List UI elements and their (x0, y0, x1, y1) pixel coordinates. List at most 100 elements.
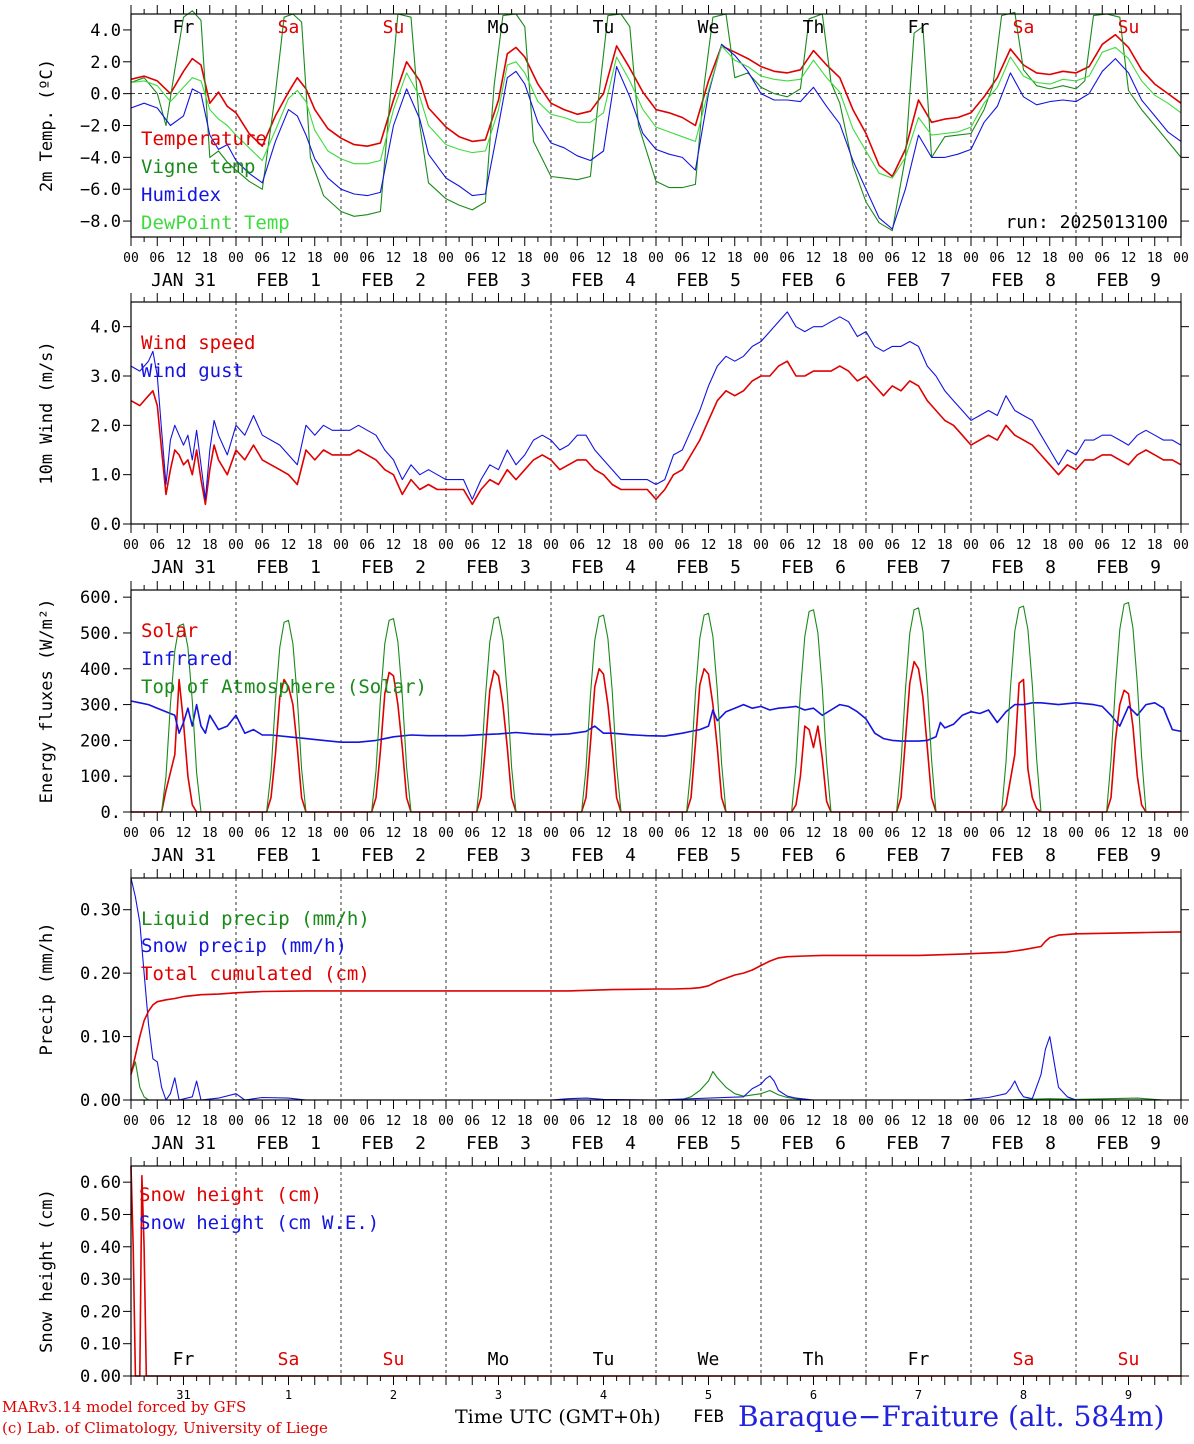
day-name-bottom: Fr (173, 1349, 195, 1370)
y-tick-label: 3.0 (90, 367, 121, 387)
date-label: FEB 2 (361, 270, 426, 291)
date-label: FEB 4 (571, 270, 636, 291)
hour-tick-label: 18 (937, 251, 953, 266)
hour-tick-label: 12 (596, 826, 612, 841)
hour-tick-label: 00 (858, 251, 874, 266)
series-line-red (130, 360, 1182, 506)
hour-tick-label: 06 (359, 251, 375, 266)
day-name: Fr (173, 17, 195, 38)
hour-tick-label: 00 (648, 251, 664, 266)
legend-entry: Wind gust (141, 360, 244, 382)
hour-tick-label: 00 (648, 826, 664, 841)
hour-tick-label: 18 (832, 251, 848, 266)
hour-tick-label: 12 (386, 826, 402, 841)
date-label: FEB 5 (676, 1133, 741, 1154)
hour-tick-label: 00 (963, 1114, 979, 1129)
hour-tick-label: 00 (123, 251, 139, 266)
hour-tick-label: 00 (543, 826, 559, 841)
hour-tick-label: 18 (622, 251, 638, 266)
hour-tick-label: 18 (412, 1114, 428, 1129)
legend-entry: Snow height (cm) (139, 1184, 322, 1206)
y-axis-title: 10m Wind (m/s) (37, 341, 57, 484)
day-name: Tu (593, 17, 615, 38)
hour-tick-label: 06 (569, 1114, 585, 1129)
hour-tick-label: 12 (281, 251, 297, 266)
hour-tick-label: 06 (359, 538, 375, 553)
y-tick-label: 0.20 (80, 964, 121, 984)
hour-tick-label: 12 (386, 251, 402, 266)
hour-tick-label: 12 (176, 1114, 192, 1129)
hour-tick-label: 06 (464, 251, 480, 266)
hour-tick-label: 00 (438, 251, 454, 266)
hour-tick-label: 18 (202, 1114, 218, 1129)
hour-tick-label: 12 (806, 251, 822, 266)
hour-tick-label: 18 (937, 826, 953, 841)
day-name: Sa (1013, 17, 1035, 38)
date-label: JAN 31 (151, 557, 216, 578)
date-label: FEB 6 (781, 270, 846, 291)
day-name-bottom: Sa (1013, 1349, 1035, 1370)
day-name: Mo (488, 17, 510, 38)
hour-tick-label: 12 (1016, 826, 1032, 841)
hour-tick-label: 00 (753, 538, 769, 553)
hour-tick-label: 00 (1173, 826, 1189, 841)
y-tick-label: −4.0 (80, 148, 121, 168)
hour-tick-label: 12 (1016, 538, 1032, 553)
date-label: FEB 7 (886, 845, 951, 866)
hour-tick-label: 18 (202, 251, 218, 266)
hour-tick-label: 12 (176, 826, 192, 841)
hour-tick-label: 18 (622, 1114, 638, 1129)
date-label: FEB 5 (676, 557, 741, 578)
plot-frame (130, 13, 1182, 238)
hour-tick-label: 00 (228, 538, 244, 553)
x-axis-title: Time UTC (GMT+0h) (455, 1406, 661, 1428)
y-tick-label: 1.0 (90, 466, 121, 486)
hour-tick-label: 06 (779, 826, 795, 841)
day-number-label: 6 (810, 1388, 817, 1402)
day-number-label: 9 (1125, 1388, 1132, 1402)
date-label: FEB 8 (991, 270, 1056, 291)
date-label: FEB 2 (361, 1133, 426, 1154)
hour-tick-label: 18 (202, 826, 218, 841)
day-number-label: 3 (495, 1388, 502, 1402)
hour-tick-label: 18 (412, 251, 428, 266)
y-tick-label: 0.10 (80, 1028, 121, 1048)
date-label: FEB 1 (256, 557, 321, 578)
hour-tick-label: 06 (1094, 251, 1110, 266)
y-tick-label: 0.0 (90, 85, 121, 105)
hour-tick-label: 00 (123, 1114, 139, 1129)
legend-entry: Infrared (141, 648, 233, 670)
day-name: We (698, 17, 720, 38)
hour-tick-label: 00 (228, 826, 244, 841)
hour-tick-label: 00 (963, 251, 979, 266)
y-tick-label: 2.0 (90, 53, 121, 73)
y-tick-label: 0.30 (80, 1270, 121, 1290)
hour-tick-label: 12 (806, 538, 822, 553)
station-name: Baraque−Fraiture (alt. 584m) (738, 1400, 1165, 1433)
date-label: FEB 8 (991, 845, 1056, 866)
hour-tick-label: 18 (622, 538, 638, 553)
hour-tick-label: 00 (333, 538, 349, 553)
hour-tick-label: 06 (464, 538, 480, 553)
hour-tick-label: 18 (727, 1114, 743, 1129)
hour-tick-label: 00 (333, 1114, 349, 1129)
hour-tick-label: 12 (701, 826, 717, 841)
y-tick-label: 0.20 (80, 1302, 121, 1322)
date-label: FEB 2 (361, 845, 426, 866)
day-number-label: 8 (1020, 1388, 1027, 1402)
legend-entry: Total cumulated (cm) (141, 963, 370, 985)
y-tick-label: 100. (80, 767, 121, 787)
hour-tick-label: 06 (674, 251, 690, 266)
day-number-label: 7 (915, 1388, 922, 1402)
y-tick-label: 0.50 (80, 1205, 121, 1225)
date-label: FEB 4 (571, 1133, 636, 1154)
day-name-bottom: Fr (908, 1349, 930, 1370)
hour-tick-label: 00 (1068, 1114, 1084, 1129)
hour-tick-label: 12 (281, 538, 297, 553)
hour-tick-label: 00 (1068, 826, 1084, 841)
hour-tick-label: 12 (176, 251, 192, 266)
hour-tick-label: 18 (1147, 1114, 1163, 1129)
y-tick-label: 300. (80, 696, 121, 716)
hour-tick-label: 00 (333, 251, 349, 266)
y-tick-label: −8.0 (80, 212, 121, 232)
